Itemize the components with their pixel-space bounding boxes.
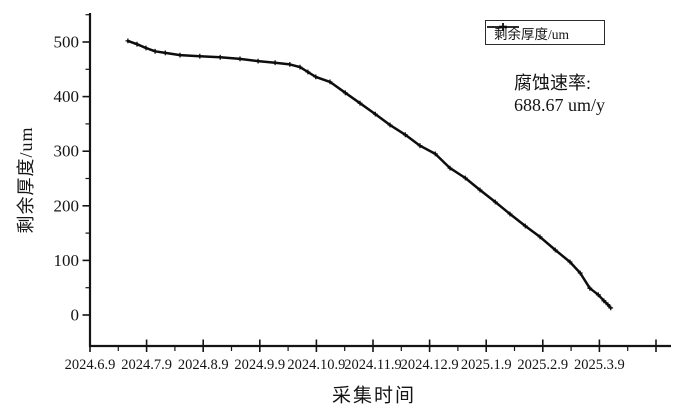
x-tick-label: 2025.1.9 [461,357,512,373]
x-tick-label: 2025.3.9 [574,357,625,373]
y-tick-label: 300 [54,142,80,161]
thickness-series-line [126,39,612,310]
corrosion-rate-annotation: 腐蚀速率: 688.67 um/y [514,72,605,116]
y-tick-label: 200 [54,196,80,215]
corrosion-rate-title: 腐蚀速率: [514,73,592,93]
x-tick-label: 2025.2.9 [517,357,568,373]
thickness-series-plus-markers [125,38,614,311]
y-axis-title: 剩余厚度/um [16,126,36,234]
y-tick-label: 0 [71,306,80,325]
x-tick-label: 2024.12.9 [401,357,459,373]
x-tick-label: 2024.11.9 [344,357,401,373]
x-tick-label: 2024.6.9 [65,357,116,373]
legend: 剩余厚度/um [485,20,605,45]
legend-label: 剩余厚度/um [494,26,570,42]
y-tick-label: 400 [54,87,80,106]
x-axis-title: 采集时间 [331,385,417,407]
y-tick-label: 100 [54,251,80,270]
x-tick-label: 2024.10.9 [287,357,345,373]
legend-line-plus-marker-icon [487,23,519,31]
corrosion-rate-value: 688.67 um/y [514,95,606,115]
x-tick-label: 2024.7.9 [121,357,172,373]
x-tick-label: 2024.9.9 [234,357,285,373]
x-tick-label: 2024.8.9 [178,357,229,373]
y-tick-label: 500 [54,33,80,52]
